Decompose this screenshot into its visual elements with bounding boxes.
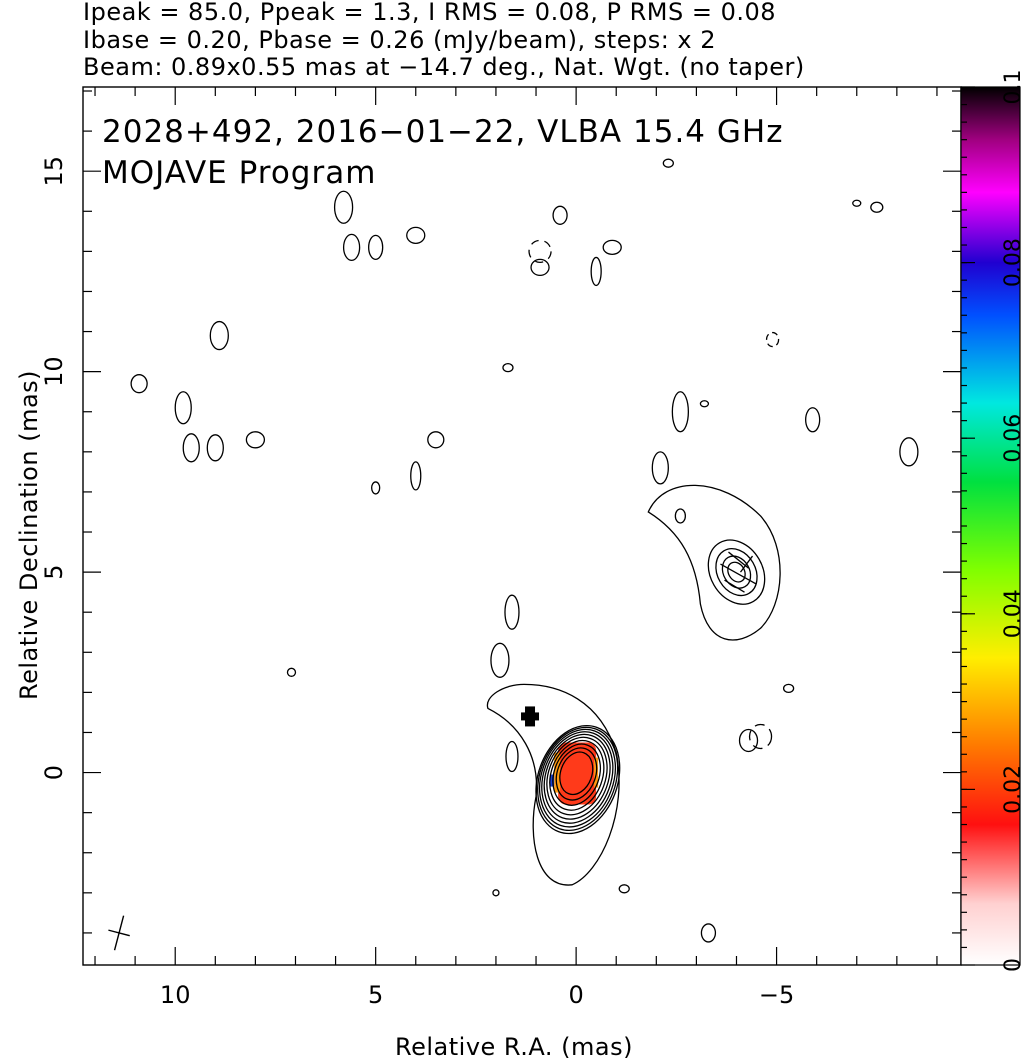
colorbar-tick-labels: 0 0.02 0.04 0.06 0.08 0.1 (1001, 70, 1022, 973)
colorbar-tick-label: 0.06 (1001, 414, 1022, 463)
y-axis-label: Relative Declination (mas) (15, 369, 43, 700)
noise-contour (852, 199, 862, 207)
header-line-1: Ipeak = 85.0, Ppeak = 1.3, I RMS = 0.08,… (83, 0, 777, 26)
core-contour (546, 736, 608, 816)
noise-contour (590, 256, 602, 287)
noise-contour (602, 239, 622, 256)
core-contour (541, 731, 614, 824)
noise-contour (651, 451, 669, 485)
noise-contour (699, 400, 710, 408)
noise-contour (671, 391, 690, 433)
colorbar-tick-label: 0.1 (1001, 70, 1022, 105)
noise-contour (552, 205, 568, 225)
noise-contour (618, 884, 630, 894)
x-tick-label: 10 (160, 981, 191, 1009)
plot-title-line-1: 2028+492, 2016−01−22, VLBA 15.4 GHz (102, 114, 783, 150)
polarization-vector (720, 563, 757, 585)
x-tick-label: 0 (568, 981, 583, 1009)
jet-inner-contour (707, 539, 766, 605)
noise-contour (492, 889, 500, 897)
plot-title-line-2: MOJAVE Program (102, 155, 376, 191)
noise-contour (530, 258, 550, 277)
noise-contour (504, 594, 520, 630)
jet-inner-contour (715, 548, 758, 597)
core-contour (539, 728, 616, 828)
jet-inner-contour (721, 555, 752, 589)
colorbar-tick-label: 0 (1001, 958, 1022, 972)
noise-contour (700, 923, 717, 943)
colorbar (960, 86, 1021, 966)
polarization-blue-pixel (550, 774, 555, 787)
polarization-intensity (521, 706, 599, 805)
noise-contour (130, 374, 148, 394)
noise-contour (782, 683, 795, 694)
x-tick-label: −5 (759, 981, 794, 1009)
y-tick-label: 0 (40, 765, 68, 780)
axis-ticks (83, 86, 975, 966)
noise-contour (410, 461, 422, 491)
core-contour (552, 743, 601, 806)
x-axis-label: Relative R.A. (mas) (395, 1033, 633, 1061)
core-contour (537, 726, 619, 832)
plot-frame (82, 86, 962, 966)
core-contour (559, 751, 594, 796)
noise-contour (490, 642, 510, 678)
header-line-2: Ibase = 0.20, Pbase = 0.26 (mJy/beam), s… (83, 26, 717, 54)
beam-marker (108, 915, 130, 951)
noise-contour (899, 437, 919, 467)
polarization-vector (739, 555, 754, 573)
core-contour (549, 739, 605, 811)
colorbar-tick-label: 0.02 (1001, 765, 1022, 814)
noise-contour (206, 434, 224, 462)
y-tick-label: 10 (40, 356, 68, 387)
noise-contour (209, 320, 229, 351)
noise-contour (738, 728, 759, 753)
noise-contour (427, 431, 445, 449)
noise-contour (286, 667, 297, 677)
noise-contour (502, 362, 514, 373)
noise-contour (342, 233, 361, 262)
polarization-vector (724, 579, 745, 593)
noise-contour (674, 508, 687, 524)
beam-minor-axis (108, 929, 130, 937)
noise-contour (333, 190, 354, 224)
noise-contour (174, 391, 192, 425)
noise-contour (805, 407, 821, 433)
x-tick-label: 5 (368, 981, 383, 1009)
y-tick-label: 15 (40, 156, 68, 187)
negative-contour (528, 239, 552, 264)
core-contour (543, 733, 611, 820)
contours (130, 158, 919, 943)
noise-contour (182, 433, 200, 463)
header-line-3: Beam: 0.89x0.55 mas at −14.7 deg., Nat. … (83, 53, 805, 81)
core-contour (535, 724, 621, 835)
axis-tick-labels: 10 5 0 −5 0 5 10 15 (40, 156, 794, 1009)
negative-contour (748, 723, 773, 750)
jet-outer-contour (647, 484, 781, 641)
jet-inner-contour (727, 561, 746, 583)
negative-contour (765, 331, 780, 348)
noise-contour (245, 431, 266, 449)
colorbar-tick-label: 0.08 (1001, 238, 1022, 287)
core-contour (555, 747, 598, 801)
noise-contour (406, 226, 426, 244)
noise-contour (368, 234, 384, 261)
noise-contour (662, 158, 674, 168)
noise-contour (371, 481, 381, 495)
polarization-dark-pixel (521, 712, 540, 721)
noise-contour (505, 740, 519, 773)
colorbar-tick-label: 0.04 (1001, 589, 1022, 638)
noise-contour (870, 201, 884, 213)
y-tick-label: 5 (40, 564, 68, 579)
core-outer-contour (486, 683, 620, 886)
